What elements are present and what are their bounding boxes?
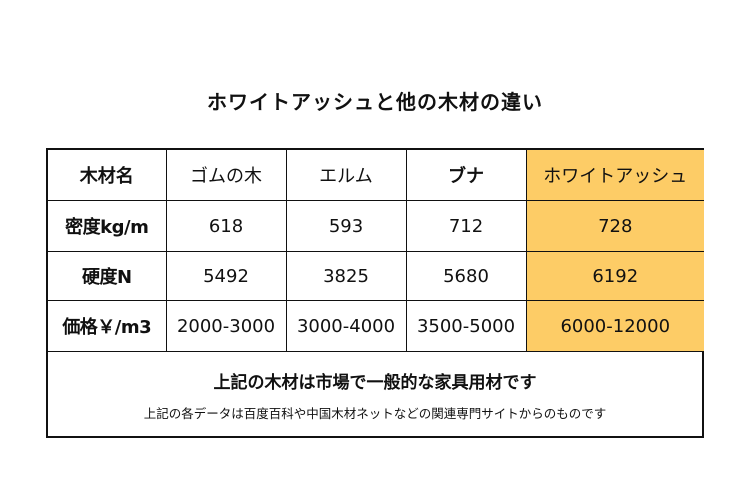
footer-note: 上記の木材は市場で一般的な家具用材です bbox=[48, 368, 702, 393]
cell-hardness-elm: 3825 bbox=[286, 252, 406, 301]
row-label-hardness: 硬度N bbox=[48, 252, 166, 301]
cell-hardness-white-ash: 6192 bbox=[526, 252, 704, 301]
row-label-density: 密度kg/m bbox=[48, 201, 166, 252]
cell-price-elm: 3000-4000 bbox=[286, 301, 406, 352]
cell-density-beech: 712 bbox=[406, 201, 526, 252]
header-elm: エルム bbox=[286, 150, 406, 201]
cell-price-rubberwood: 2000-3000 bbox=[166, 301, 286, 352]
header-rubberwood: ゴムの木 bbox=[166, 150, 286, 201]
cell-price-white-ash: 6000-12000 bbox=[526, 301, 704, 352]
cell-price-beech: 3500-5000 bbox=[406, 301, 526, 352]
table-row: 硬度N 5492 3825 5680 6192 bbox=[48, 252, 704, 301]
cell-density-white-ash: 728 bbox=[526, 201, 704, 252]
cell-hardness-rubberwood: 5492 bbox=[166, 252, 286, 301]
page-title: ホワイトアッシュと他の木材の違い bbox=[0, 86, 750, 115]
header-row: 木材名 ゴムの木 エルム ブナ ホワイトアッシュ bbox=[48, 150, 704, 201]
header-label: 木材名 bbox=[48, 150, 166, 201]
cell-density-rubberwood: 618 bbox=[166, 201, 286, 252]
comparison-table: 木材名 ゴムの木 エルム ブナ ホワイトアッシュ 密度kg/m 618 593 … bbox=[46, 148, 704, 438]
header-white-ash: ホワイトアッシュ bbox=[526, 150, 704, 201]
cell-density-elm: 593 bbox=[286, 201, 406, 252]
header-beech: ブナ bbox=[406, 150, 526, 201]
table-footer: 上記の木材は市場で一般的な家具用材です 上記の各データは百度百科や中国木材ネット… bbox=[48, 350, 702, 436]
table-row: 密度kg/m 618 593 712 728 bbox=[48, 201, 704, 252]
cell-hardness-beech: 5680 bbox=[406, 252, 526, 301]
table-row: 価格￥/m3 2000-3000 3000-4000 3500-5000 600… bbox=[48, 301, 704, 352]
row-label-price: 価格￥/m3 bbox=[48, 301, 166, 352]
footer-source-note: 上記の各データは百度百科や中国木材ネットなどの関連専門サイトからのものです bbox=[48, 403, 702, 422]
comparison-grid: 木材名 ゴムの木 エルム ブナ ホワイトアッシュ 密度kg/m 618 593 … bbox=[48, 150, 704, 352]
